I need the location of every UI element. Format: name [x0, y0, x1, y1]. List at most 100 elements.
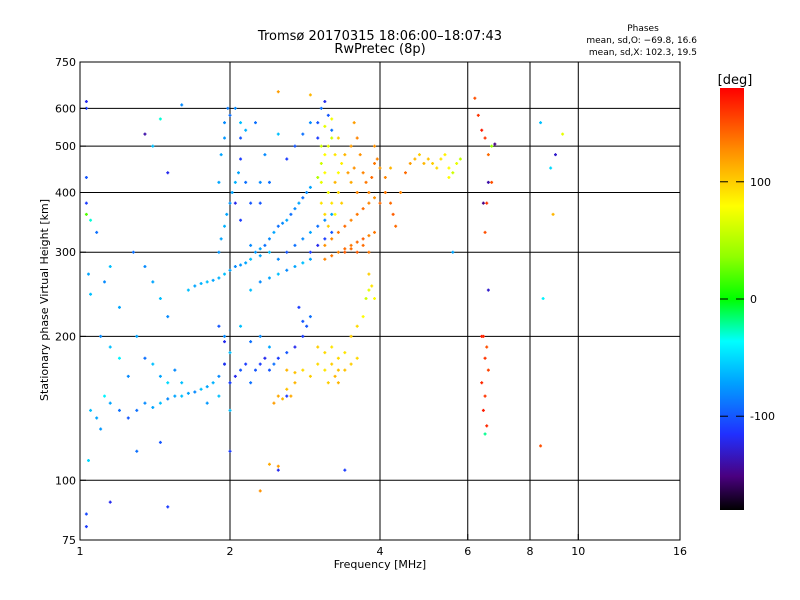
data-point: [330, 117, 334, 121]
data-point: [158, 117, 162, 121]
data-point: [258, 201, 262, 205]
data-point: [391, 212, 395, 216]
data-point: [323, 243, 327, 247]
x-tick-label: 4: [377, 545, 384, 558]
data-point: [86, 272, 90, 276]
data-point: [293, 371, 297, 375]
data-point: [349, 218, 353, 222]
data-point: [99, 427, 103, 431]
data-point: [285, 368, 289, 372]
data-point: [336, 230, 340, 234]
data-point: [316, 345, 320, 349]
data-point: [443, 153, 447, 157]
data-point: [293, 243, 297, 247]
data-point: [355, 240, 359, 244]
data-point: [417, 153, 421, 157]
data-point: [223, 334, 227, 338]
stats-line-x: mean, sd,X: 102.3, 19.5: [589, 48, 697, 58]
data-point: [330, 128, 334, 132]
data-point: [333, 153, 337, 157]
data-point: [289, 394, 293, 398]
data-point: [143, 356, 147, 360]
data-point: [285, 394, 289, 398]
data-point: [228, 351, 232, 355]
data-point: [486, 368, 490, 372]
data-point: [326, 224, 330, 228]
data-point: [301, 368, 305, 372]
data-point: [267, 368, 271, 372]
data-point: [389, 166, 393, 170]
stats-heading: Phases: [627, 24, 659, 34]
data-point: [211, 278, 215, 282]
data-point: [228, 449, 232, 453]
data-point: [485, 201, 489, 205]
data-point: [485, 424, 489, 428]
data-point: [281, 221, 285, 225]
data-point: [151, 405, 155, 409]
data-point: [205, 280, 209, 284]
data-point: [272, 362, 276, 366]
y-tick-label: 200: [55, 330, 76, 343]
data-point: [370, 284, 374, 288]
data-point: [455, 161, 459, 165]
data-point: [180, 381, 184, 385]
data-point: [389, 201, 393, 205]
data-point: [289, 212, 293, 216]
data-point: [330, 254, 334, 258]
data-point: [258, 489, 262, 493]
data-point: [158, 401, 162, 405]
data-point: [323, 100, 327, 104]
data-point: [233, 201, 237, 205]
data-point: [217, 324, 221, 328]
data-point: [319, 144, 323, 148]
data-point: [217, 180, 221, 184]
data-point: [355, 190, 359, 194]
data-point: [549, 166, 553, 170]
data-point: [117, 356, 121, 360]
data-point: [403, 171, 407, 175]
data-point: [228, 408, 232, 412]
data-point: [316, 243, 320, 247]
data-point: [249, 340, 253, 344]
data-point: [89, 218, 93, 222]
y-tick-label: 750: [55, 56, 76, 69]
data-point: [481, 408, 485, 412]
data-point: [108, 345, 112, 349]
data-point: [166, 397, 170, 401]
data-point: [483, 394, 487, 398]
data-point: [211, 381, 215, 385]
data-point: [249, 381, 253, 385]
data-point: [323, 171, 327, 175]
data-point: [343, 224, 347, 228]
data-point: [267, 237, 271, 241]
y-tick-label: 400: [55, 186, 76, 199]
data-point: [486, 153, 490, 157]
data-point: [364, 297, 368, 301]
data-point: [276, 272, 280, 276]
data-point: [330, 136, 334, 140]
data-point: [343, 250, 347, 254]
data-point: [258, 180, 262, 184]
data-point: [349, 362, 353, 366]
data-point: [166, 315, 170, 319]
data-point: [108, 265, 112, 269]
data-point: [103, 280, 107, 284]
data-point: [323, 153, 327, 157]
data-point: [126, 374, 130, 378]
data-point: [435, 166, 439, 170]
data-point: [333, 180, 337, 184]
data-point: [394, 224, 398, 228]
data-point: [258, 362, 262, 366]
data-point: [308, 250, 312, 254]
data-point: [340, 161, 344, 165]
data-point: [205, 385, 209, 389]
data-point: [361, 243, 365, 247]
data-point: [267, 345, 271, 349]
data-point: [253, 368, 257, 372]
data-point: [143, 401, 147, 405]
data-point: [323, 368, 327, 372]
data-point: [89, 292, 93, 296]
data-point: [330, 212, 334, 216]
data-point: [301, 334, 305, 338]
data-point: [323, 257, 327, 261]
